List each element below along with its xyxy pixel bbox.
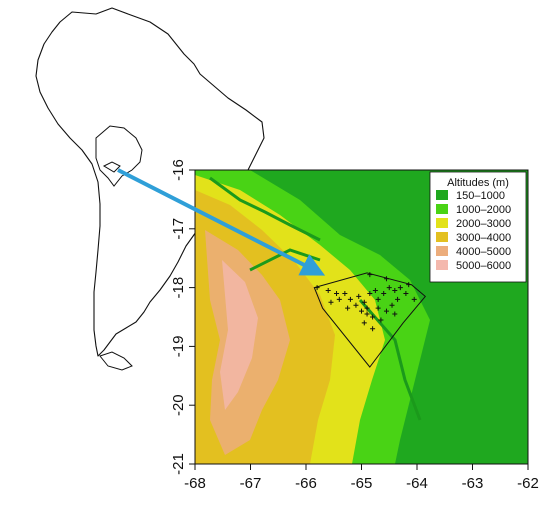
legend-swatch: [436, 218, 448, 228]
legend-swatch: [436, 190, 448, 200]
y-tick-label: -19: [170, 336, 187, 358]
sample-point: [381, 290, 387, 296]
sample-point: [336, 296, 342, 302]
sample-point: [370, 314, 376, 320]
sample-point: [334, 290, 340, 296]
sample-point: [395, 296, 401, 302]
legend-swatch: [436, 204, 448, 214]
legend-label: 4000–5000: [456, 246, 511, 258]
sample-point: [325, 288, 331, 294]
sample-point: [386, 285, 392, 291]
south-america-inset: [35, 7, 265, 371]
legend-title: Altitudes (m): [447, 177, 509, 189]
locator-arrow: [117, 168, 326, 276]
sample-point: [372, 288, 378, 294]
sample-point: [361, 320, 367, 326]
x-tick-label: -67: [240, 475, 262, 492]
x-tick-label: -65: [351, 475, 373, 492]
sample-point: [392, 288, 398, 294]
peaks-zone-2: [220, 260, 258, 410]
x-tick-label: -63: [462, 475, 484, 492]
legend-swatch: [436, 232, 448, 242]
y-axis: -16 -17 -18 -19 -20 -21: [170, 159, 195, 475]
sample-point: [383, 276, 389, 282]
elevation-map: [195, 170, 528, 464]
sample-point: [314, 285, 320, 291]
bolivia-outline: [95, 125, 143, 187]
sample-point: [364, 305, 370, 311]
sample-points: [314, 272, 417, 332]
legend-label: 3000–4000: [456, 232, 511, 244]
y-tick-label: -17: [170, 218, 187, 240]
sample-point: [403, 290, 409, 296]
sample-point: [342, 290, 348, 296]
x-tick-label: -62: [517, 475, 539, 492]
sample-point: [378, 317, 384, 323]
y-tick-label: -16: [170, 159, 187, 181]
x-tick-label: -66: [295, 475, 317, 492]
sample-point: [367, 290, 373, 296]
legend-label: 5000–6000: [456, 260, 511, 272]
legend-label: 2000–3000: [456, 218, 511, 230]
sample-point: [345, 305, 351, 311]
sample-point: [397, 285, 403, 291]
y-tick-label: -20: [170, 394, 187, 416]
study-area-small: [102, 161, 121, 173]
sample-point: [389, 302, 395, 308]
x-tick-label: -64: [406, 475, 428, 492]
legend-label: 1000–2000: [456, 204, 511, 216]
sample-point: [392, 311, 398, 317]
sample-point: [411, 296, 417, 302]
sample-point: [359, 308, 364, 314]
sample-point: [353, 302, 359, 308]
x-tick-label: -68: [184, 475, 206, 492]
sample-point: [406, 282, 412, 288]
sample-point: [370, 326, 376, 332]
sample-point: [328, 299, 334, 305]
tierra-del-fuego: [99, 351, 133, 371]
y-tick-label: -21: [170, 453, 187, 475]
sample-point: [347, 296, 353, 302]
sample-point: [364, 311, 370, 317]
legend-label: 150–1000: [456, 190, 505, 202]
sample-point: [356, 293, 362, 299]
study-area-polygon: [313, 272, 427, 368]
sample-point: [383, 308, 389, 314]
legend-swatch: [436, 260, 448, 270]
sample-point: [375, 296, 381, 302]
y-tick-label: -18: [170, 277, 187, 299]
south-america-outline: [35, 7, 265, 357]
legend: Altitudes (m) 150–1000 1000–2000 2000–3000…: [429, 171, 527, 283]
legend-swatch: [436, 246, 448, 256]
sample-point: [361, 299, 367, 305]
x-axis: -68 -67 -66 -65 -64 -63 -62: [184, 464, 539, 492]
sample-point: [367, 272, 373, 278]
sample-point: [375, 305, 381, 311]
